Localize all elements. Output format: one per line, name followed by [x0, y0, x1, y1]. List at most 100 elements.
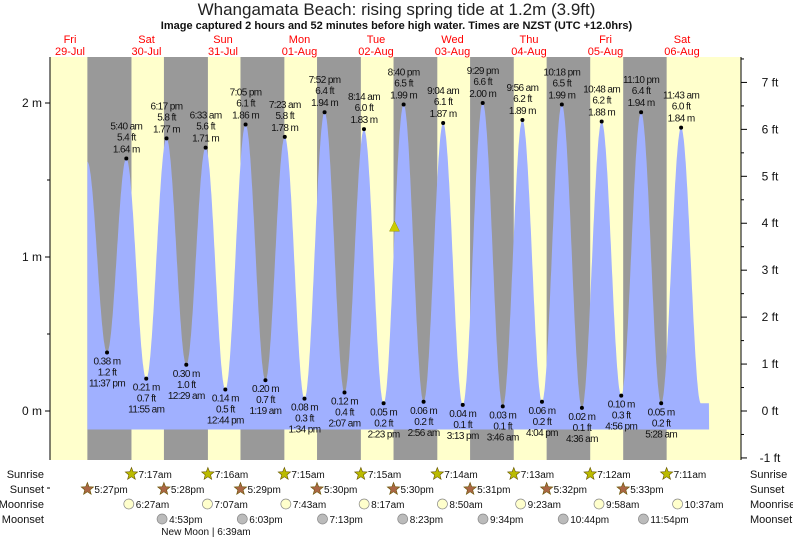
sunset-icon [616, 481, 631, 495]
tide-m-label: 0.10 m [608, 400, 635, 411]
day-label: Sat [138, 34, 155, 46]
chart-subtitle: Image captured 2 hours and 52 minutes be… [160, 20, 633, 32]
sunset-icon [156, 481, 171, 495]
tide-m-label: 1.99 m [548, 91, 575, 102]
tide-m-label: 1.77 m [153, 124, 180, 135]
date-label: 05-Aug [588, 46, 623, 58]
sunset-icon [80, 481, 95, 495]
moonrise-time: 6:27am [136, 500, 169, 511]
day-label: Sun [213, 34, 233, 46]
sunrise-time: 7:16am [215, 470, 248, 481]
sunrise-time: 7:12am [597, 470, 630, 481]
moonrise-icon [593, 498, 605, 510]
tide-ft-label: 0.3 ft [612, 411, 631, 422]
date-label: 29-Jul [55, 46, 85, 58]
date-label: 31-Jul [208, 46, 238, 58]
tide-time-label: 8:40 pm [388, 68, 420, 79]
tide-ft-label: 0.1 ft [453, 420, 472, 431]
right-tick-label: 5 ft [762, 169, 779, 183]
right-tick-label: 2 ft [762, 310, 779, 324]
tide-m-label: 0.14 m [212, 393, 239, 404]
tide-time-label: 4:04 pm [526, 428, 558, 439]
low-tide-point [659, 401, 664, 406]
tide-m-label: 1.84 m [668, 114, 695, 125]
moonset-icon [557, 513, 569, 525]
sunset-time: 5:28pm [171, 485, 204, 496]
row-label-right: Moonset [750, 514, 792, 526]
high-tide-point [124, 156, 129, 161]
low-tide-point [105, 350, 110, 355]
tide-m-label: 0.21 m [133, 383, 160, 394]
tide-time-label: 5:40 am [110, 121, 142, 132]
date-label: 04-Aug [511, 46, 546, 58]
current-level-marker [389, 220, 400, 232]
moonrise-time: 8:50am [449, 500, 482, 511]
tide-ft-label: 0.2 ft [533, 417, 552, 428]
tide-m-label: 1.83 m [351, 115, 378, 126]
moonrise-icon [202, 498, 213, 510]
moonrise-icon [280, 498, 292, 510]
date-label: 02-Aug [358, 46, 393, 58]
tide-time-label: 5:28 am [645, 429, 677, 440]
sunset-time: 5:30pm [324, 485, 357, 496]
tide-ft-label: 5.8 ft [157, 112, 176, 123]
tide-time-label: 4:36 am [566, 434, 598, 445]
row-label-right: Sunset [750, 484, 784, 496]
tide-time-label: 2:56 am [408, 428, 440, 439]
low-tide-point [342, 390, 347, 395]
left-tick-label: 2 m [22, 96, 42, 110]
sunrise-icon [506, 466, 521, 480]
tide-ft-label: 6.4 ft [632, 86, 651, 97]
high-tide-point [164, 136, 169, 141]
tide-m-label: 0.02 m [568, 412, 595, 423]
tide-ft-label: 0.1 ft [573, 423, 592, 434]
tide-area [87, 103, 710, 430]
tide-ft-label: 0.7 ft [256, 395, 275, 406]
right-tick-label: -1 ft [760, 451, 781, 465]
moonrise-time: 10:37am [685, 500, 724, 511]
high-tide-point [401, 102, 406, 107]
tide-ft-label: 6.5 ft [553, 79, 572, 90]
right-tick-label: 6 ft [762, 122, 779, 136]
row-label-left: Sunrise [7, 469, 44, 481]
tide-time-label: 1:19 am [249, 406, 281, 417]
sunrise-icon [124, 466, 139, 480]
tide-m-label: 1.94 m [311, 98, 338, 109]
tide-ft-label: 6.0 ft [672, 102, 691, 113]
high-tide-point [599, 119, 604, 124]
tide-m-label: 1.89 m [509, 106, 536, 117]
tide-ft-label: 0.4 ft [335, 408, 354, 419]
sunrise-time: 7:11am [674, 470, 707, 481]
high-tide-point [243, 122, 248, 127]
low-tide-point [184, 362, 189, 367]
tide-m-label: 1.64 m [113, 144, 140, 155]
day-label: Fri [599, 34, 612, 46]
sunset-time: 5:29pm [247, 485, 280, 496]
sunset-icon [233, 481, 248, 495]
sunrise-icon [430, 466, 445, 480]
high-tide-point [203, 145, 208, 150]
moonset-icon [236, 513, 248, 525]
tide-ft-label: 0.1 ft [493, 421, 512, 432]
tide-m-label: 0.30 m [173, 369, 200, 380]
tide-time-label: 2:23 pm [368, 429, 400, 440]
date-label: 03-Aug [435, 46, 470, 58]
tide-ft-label: 6.6 ft [473, 77, 492, 88]
right-tick-label: 0 ft [762, 404, 779, 418]
sunrise-time: 7:17am [138, 470, 171, 481]
moonset-icon [156, 513, 168, 525]
row-label-left: Moonset [2, 514, 44, 526]
moonrise-icon [437, 498, 448, 510]
tide-time-label: 11:37 pm [89, 378, 125, 389]
moonrise-time: 7:43am [293, 500, 326, 511]
sunrise-time: 7:15am [368, 470, 401, 481]
chart-title: Whangamata Beach: rising spring tide at … [197, 0, 596, 19]
tide-time-label: 10:48 am [583, 84, 620, 95]
tide-m-label: 0.04 m [449, 409, 476, 420]
tide-time-label: 6:17 pm [151, 101, 183, 112]
date-label: 30-Jul [132, 46, 162, 58]
tide-time-label: 6:33 am [190, 111, 222, 122]
tide-ft-label: 6.2 ft [592, 95, 611, 106]
moonset-icon [477, 513, 489, 525]
sunset-icon [310, 481, 324, 495]
